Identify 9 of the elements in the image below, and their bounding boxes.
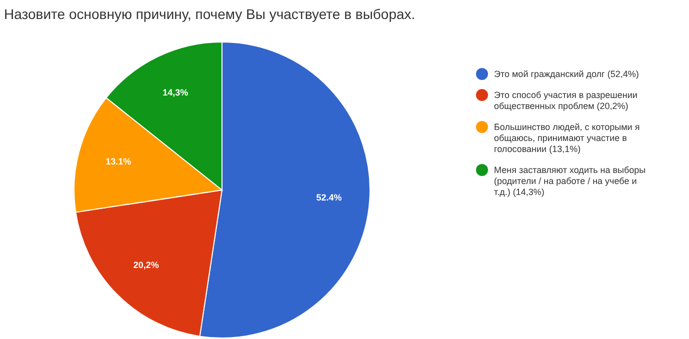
legend-label: Это способ участия в разрешении общественных проблем (20,2%) — [494, 90, 638, 111]
legend-label: Меня заставляют ходить на выборы (родители / на работе / на учебе и т.д.) (14,3%) — [494, 165, 646, 197]
data-label: 52.4% — [316, 192, 342, 202]
data-label: 14,3% — [162, 88, 188, 98]
legend-label: Большинство людей, с которыми я общаюсь, принимают участие в голосовании (13,1%) — [494, 122, 640, 154]
chart-title: Назовите основную причину, почему Вы участвуете в выборах. — [4, 6, 416, 22]
legend-label: Это мой гражданский долг (52,4%) — [494, 69, 639, 79]
data-label: 13.1% — [106, 156, 132, 167]
data-label: 20,2% — [133, 260, 159, 270]
